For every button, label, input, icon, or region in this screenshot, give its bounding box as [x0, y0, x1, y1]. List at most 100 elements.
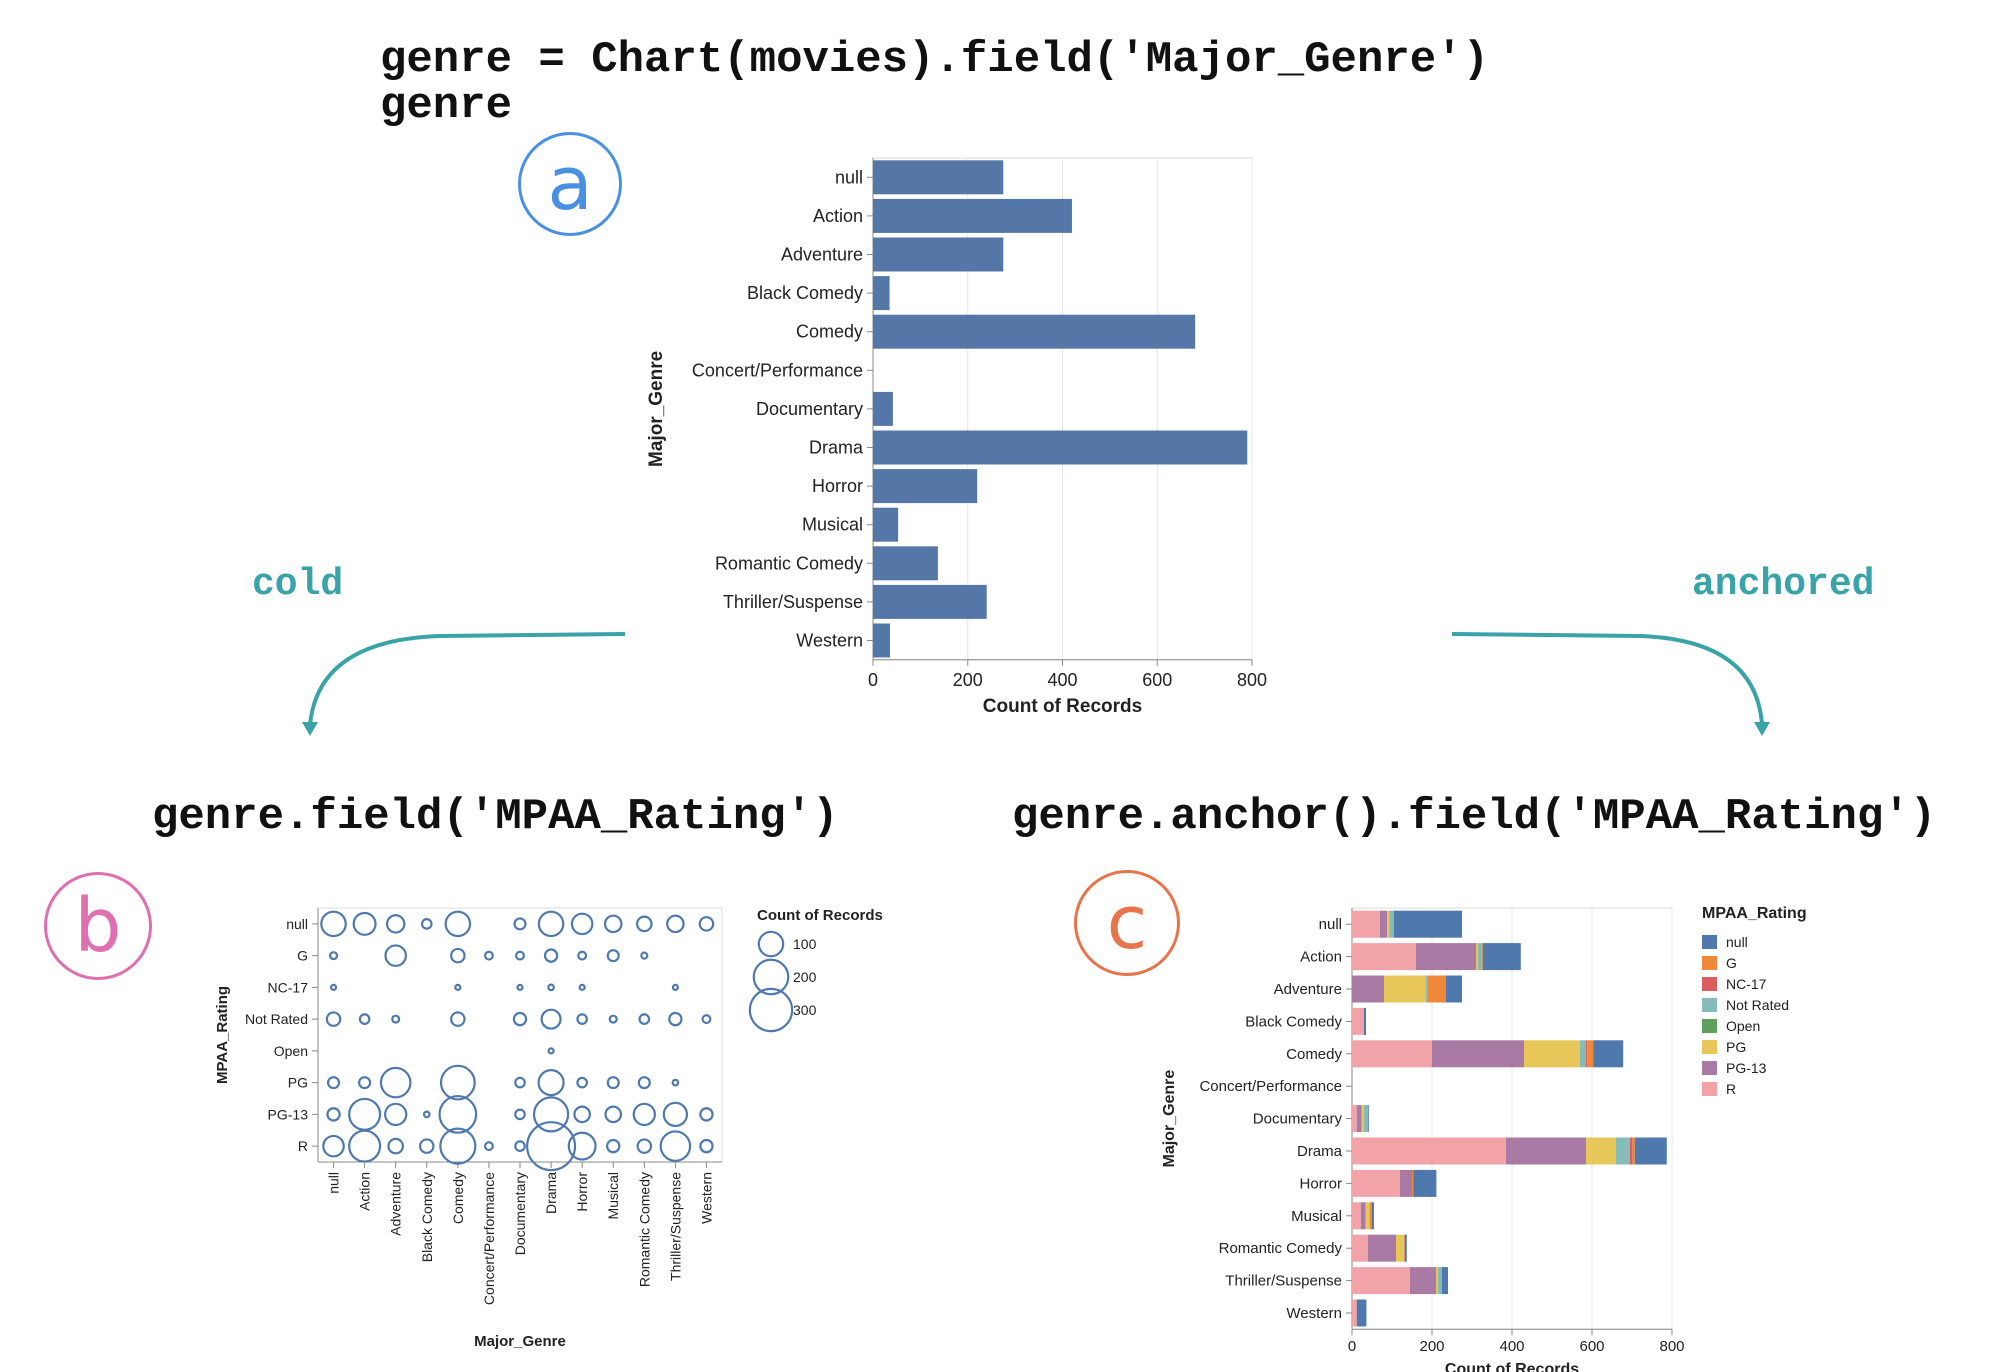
chart-c-segment-null-pg-13 — [1380, 910, 1388, 938]
chart-c-segment-action-not-rated — [1478, 943, 1482, 971]
chart-c-y-tick-label: Western — [1286, 1305, 1342, 1322]
chart-a-bar-thriller-suspense — [873, 584, 987, 619]
code-left: genre.field('MPAA_Rating') — [152, 792, 839, 842]
chart-c-segment-musical-g — [1369, 1202, 1372, 1230]
chart-a-y-tick-label: Thriller/Suspense — [723, 592, 863, 612]
chart-a-x-tick-label: 600 — [1142, 670, 1172, 690]
chart-c-y-tick-label: Thriller/Suspense — [1225, 1273, 1342, 1290]
chart-c-y-tick-label: Documentary — [1253, 1111, 1343, 1128]
chart-b-point-concert-performance-g — [483, 950, 494, 961]
chart-c-segment-adventure-g — [1428, 975, 1446, 1003]
chart-c-legend-label-not-rated: Not Rated — [1726, 997, 1789, 1013]
chart-c-segment-horror-null — [1413, 1169, 1437, 1197]
chart-a-bar-adventure — [873, 237, 1004, 272]
chart-b-point-adventure-not-rated — [391, 1014, 401, 1024]
chart-a-y-tick-label: Western — [796, 631, 863, 651]
chart-b-legend-label: 100 — [793, 936, 817, 952]
chart-b-y-tick-label: PG — [288, 1075, 308, 1091]
chart-a-x-tick-label: 0 — [868, 670, 878, 690]
chart-c-x-tick-label: 600 — [1579, 1338, 1604, 1355]
chart-c-segment-adventure-pg — [1384, 975, 1426, 1003]
chart-b-x-tick-label: Romantic Comedy — [636, 1172, 652, 1287]
chart-b-point-adventure-null — [385, 914, 406, 934]
chart-c-segment-null-g — [1393, 910, 1394, 938]
chart-b-x-tick-label: Horror — [574, 1172, 590, 1212]
chart-b-point-romantic-comedy-r — [636, 1138, 653, 1154]
chart-c-segment-null-not-rated — [1389, 910, 1394, 938]
chart-c-y-tick-label: Concert/Performance — [1199, 1078, 1342, 1095]
chart-b-point-black-comedy-pg-13 — [422, 1110, 431, 1119]
chart-c-legend-label-g: G — [1726, 955, 1737, 971]
chart-b-point-drama-r — [526, 1121, 577, 1172]
chart-c-legend-label-pg: PG — [1726, 1039, 1746, 1055]
chart-b-point-romantic-comedy-pg-13 — [632, 1102, 656, 1127]
chart-c-y-tick-label: null — [1319, 916, 1342, 933]
chart-a-y-tick-label: Concert/Performance — [692, 360, 863, 380]
chart-c-legend-label-r: R — [1726, 1081, 1736, 1097]
chart-b-point-documentary-r — [514, 1140, 526, 1152]
chart-a-y-tick-label: Horror — [812, 476, 863, 496]
chart-c-x-tick-label: 0 — [1348, 1338, 1356, 1355]
chart-b-point-drama-open — [547, 1047, 555, 1055]
chart-c-segment-horror-g — [1412, 1169, 1414, 1197]
chart-b-point-horror-pg-13 — [573, 1105, 591, 1124]
chart-c-segment-drama-g — [1632, 1137, 1635, 1165]
chart-b-x-tick-label: Action — [357, 1172, 373, 1211]
chart-c-segment-null-null — [1394, 910, 1462, 938]
chart-a-x-tick-label: 200 — [953, 670, 983, 690]
chart-c-segment-thriller-suspense-null — [1442, 1267, 1448, 1295]
chart-c-legend-swatch-pg — [1702, 1040, 1717, 1054]
chart-c-segment-drama-not-rated — [1616, 1137, 1630, 1165]
chart-b-point-thriller-suspense-not-rated — [668, 1011, 683, 1027]
chart-c-legend-label-open: Open — [1726, 1018, 1760, 1034]
chart-b-x-tick-label: Comedy — [450, 1172, 466, 1224]
chart-b-x-tick-label: Drama — [543, 1172, 559, 1214]
chart-b-legend-symbol — [752, 958, 790, 996]
chart-b-y-tick-label: NC-17 — [268, 979, 309, 995]
chart-b-y-tick-label: PG-13 — [268, 1106, 309, 1122]
chart-b-x-tick-label: Concert/Performance — [481, 1172, 497, 1305]
chart-a-y-tick-label: Musical — [802, 515, 863, 535]
chart-c-legend-swatch-pg-13 — [1702, 1061, 1717, 1075]
chart-c-segment-thriller-suspense-r — [1352, 1267, 1410, 1295]
chart-b-point-comedy-g — [450, 947, 466, 964]
chart-b-point-romantic-comedy-not-rated — [638, 1013, 651, 1025]
chart-b-point-adventure-pg-13 — [384, 1102, 408, 1127]
chart-b-point-concert-performance-r — [483, 1141, 494, 1152]
chart-b-y-tick-label: R — [298, 1138, 308, 1154]
chart-a-x-tick-label: 400 — [1047, 670, 1077, 690]
chart-a-bar-null — [873, 160, 1004, 195]
chart-a-bar-romantic-comedy — [873, 546, 938, 581]
chart-a-bar-action — [873, 198, 1072, 233]
chart-c-x-tick-label: 800 — [1659, 1338, 1684, 1355]
chart-b-point-horror-g — [577, 950, 588, 961]
chart-b-point-documentary-g — [515, 950, 525, 961]
chart-a-y-tick-label: Documentary — [756, 399, 863, 419]
code-line-1: genre = Chart(movies).field('Major_Genre… — [380, 35, 1489, 85]
chart-a-bar-documentary — [873, 391, 893, 426]
chart-b-point-horror-not-rated — [576, 1013, 588, 1025]
chart-b-point-adventure-r — [387, 1137, 405, 1155]
chart-c-segment-horror-pg-13 — [1400, 1169, 1412, 1197]
chart-b-y-tick-label: G — [297, 948, 308, 964]
chart-c-y-tick-label: Adventure — [1274, 981, 1342, 998]
chart-c-segment-black-comedy-not-rated — [1363, 1007, 1364, 1035]
chart-b-x-axis-title: Major_Genre — [474, 1333, 566, 1350]
chart-c-x-tick-label: 200 — [1419, 1338, 1444, 1355]
chart-b-point-null-r — [322, 1134, 345, 1158]
chart-b-point-thriller-suspense-r — [659, 1130, 692, 1162]
chart-b-point-western-pg-13 — [699, 1107, 714, 1122]
chart-a-x-axis-title: Count of Records — [983, 696, 1142, 717]
chart-b-point-musical-g — [606, 949, 620, 963]
chart-b-x-tick-label: Documentary — [512, 1172, 528, 1255]
chart-b-point-null-pg-13 — [326, 1107, 341, 1122]
chart-b-point-comedy-pg — [439, 1064, 476, 1101]
chart-b-legend-label: 200 — [793, 969, 817, 985]
chart-c-segment-documentary-r — [1352, 1105, 1357, 1133]
chart-c-segment-western-r — [1352, 1299, 1357, 1327]
chart-b-point-documentary-not-rated — [512, 1011, 528, 1027]
chart-b-point-comedy-r — [439, 1127, 477, 1165]
chart-b-point-comedy-pg-13 — [438, 1094, 478, 1134]
chart-c-segment-musical-pg — [1365, 1202, 1370, 1230]
chart-b-point-null-null — [320, 910, 347, 938]
